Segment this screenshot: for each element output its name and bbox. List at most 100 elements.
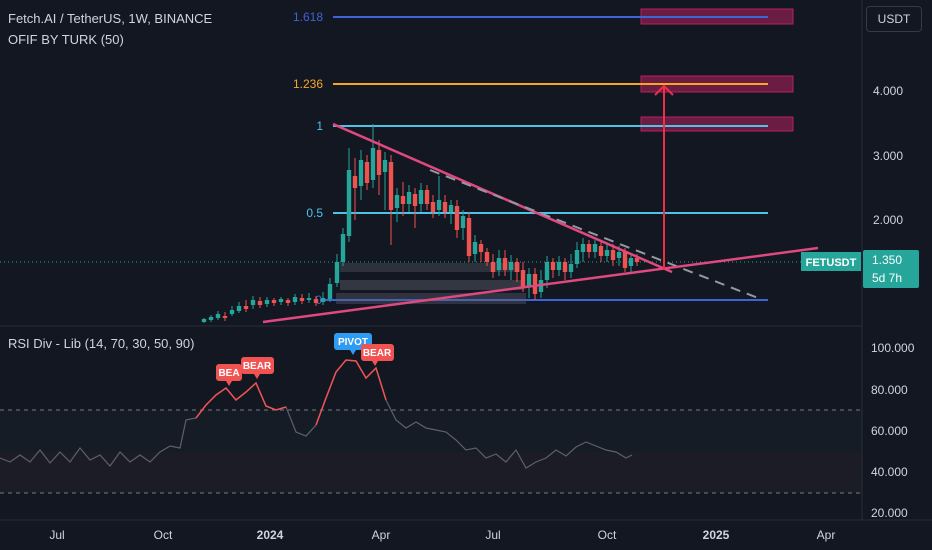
candle-body[interactable] — [222, 316, 228, 318]
target-arrow-head — [654, 84, 674, 96]
candle-body[interactable] — [236, 306, 242, 311]
candle-body[interactable] — [264, 300, 270, 304]
candle-body[interactable] — [466, 218, 472, 256]
candle-body[interactable] — [292, 297, 298, 302]
candle-body[interactable] — [568, 264, 574, 272]
candle-body[interactable] — [364, 162, 370, 183]
rsi-label-text: BEA — [218, 368, 239, 379]
candle-body[interactable] — [394, 195, 400, 208]
candle-body[interactable] — [610, 250, 616, 260]
candle-body[interactable] — [430, 202, 436, 212]
candle-body[interactable] — [520, 270, 526, 288]
price-axis[interactable]: 4.000 3.000 2.000 FETUSDT 1.350 5d 7h — [801, 84, 919, 288]
candle-body[interactable] — [562, 262, 568, 272]
candle-body[interactable] — [580, 244, 586, 252]
candle-body[interactable] — [201, 319, 207, 322]
rsi-pane[interactable]: BEA BEAR PIVOT BEAR — [0, 333, 862, 494]
candle-body[interactable] — [406, 192, 412, 204]
candle-body[interactable] — [490, 262, 496, 272]
candle-body[interactable] — [604, 250, 610, 256]
candle-body[interactable] — [502, 258, 508, 270]
price-tick: 4.000 — [873, 84, 903, 98]
candle-body[interactable] — [412, 194, 418, 206]
candle-body[interactable] — [448, 205, 454, 212]
candle-body[interactable] — [586, 244, 592, 252]
candle-body[interactable] — [346, 170, 352, 236]
rsi-label-text: BEAR — [243, 361, 272, 372]
candle-body[interactable] — [285, 300, 291, 303]
candle-body[interactable] — [278, 299, 284, 302]
candle-body[interactable] — [598, 246, 604, 256]
candle-body[interactable] — [306, 298, 312, 300]
symbol-tag[interactable] — [801, 252, 861, 271]
rsi-axis[interactable]: 100.000 80.000 60.000 40.000 20.000 — [871, 341, 915, 520]
rsi-bear-divergence-1[interactable] — [195, 381, 287, 419]
candle-body[interactable] — [484, 252, 490, 262]
price-pane[interactable]: 1.618 1.236 1 0.5 0 — [0, 8, 862, 324]
candle-body[interactable] — [243, 306, 249, 309]
candle-body[interactable] — [352, 176, 358, 188]
fib-label-1236: 1.236 — [293, 77, 323, 91]
candle-body[interactable] — [514, 262, 520, 272]
trendline-extension-dashed[interactable] — [429, 169, 759, 299]
candle-body[interactable] — [376, 150, 382, 175]
candle-body[interactable] — [340, 234, 346, 262]
rsi-indicator-title[interactable]: RSI Div - Lib (14, 70, 30, 50, 90) — [8, 336, 195, 351]
candle-body[interactable] — [229, 310, 235, 314]
order-block-box — [340, 280, 524, 290]
candle-body[interactable] — [313, 299, 319, 303]
candle-body[interactable] — [526, 274, 532, 286]
candle-body[interactable] — [400, 196, 406, 204]
candle-body[interactable] — [616, 252, 622, 258]
indicator-title[interactable]: OFIF BY TURK (50) — [8, 32, 124, 47]
candle-body[interactable] — [320, 298, 326, 302]
candle-body[interactable] — [472, 242, 478, 254]
candle-body[interactable] — [478, 244, 484, 252]
rsi-bear-divergence-2[interactable] — [315, 359, 387, 426]
candle-body[interactable] — [622, 252, 628, 268]
candle-body[interactable] — [358, 160, 364, 186]
candle-body[interactable] — [556, 262, 562, 270]
candle-body[interactable] — [382, 160, 388, 172]
rsi-label-bear-2[interactable]: BEAR — [361, 344, 394, 366]
candle-body[interactable] — [424, 190, 430, 204]
candle-body[interactable] — [436, 200, 442, 210]
current-price-badge[interactable] — [863, 250, 919, 288]
candle-body[interactable] — [418, 190, 424, 204]
candle-body[interactable] — [574, 250, 580, 264]
currency-button[interactable]: USDT — [866, 6, 922, 32]
time-label: Jul — [485, 528, 500, 542]
target-box-1[interactable] — [640, 116, 794, 132]
rsi-label-bea[interactable]: BEA — [216, 364, 242, 386]
candle-body[interactable] — [544, 262, 550, 280]
candle-body[interactable] — [532, 274, 538, 294]
candle-body[interactable] — [388, 162, 394, 210]
ascending-trendline[interactable] — [262, 246, 819, 324]
rsi-label-bear-1[interactable]: BEAR — [241, 357, 274, 379]
candle-body[interactable] — [271, 300, 277, 303]
candle-body[interactable] — [299, 298, 305, 301]
candle-body[interactable] — [634, 258, 640, 262]
candle-body[interactable] — [370, 148, 376, 180]
rsi-label-text: PIVOT — [338, 337, 368, 348]
candle-body[interactable] — [550, 262, 556, 270]
candle-body[interactable] — [592, 244, 598, 252]
candle-body[interactable] — [454, 206, 460, 230]
candle-body[interactable] — [250, 300, 256, 305]
symbol-title[interactable]: Fetch.AI / TetherUS, 1W, BINANCE — [8, 11, 213, 26]
candle-body[interactable] — [208, 317, 214, 320]
rsi-lower-band — [0, 452, 862, 493]
candle-body[interactable] — [442, 202, 448, 212]
candle-body[interactable] — [327, 284, 333, 299]
candle-body[interactable] — [257, 301, 263, 305]
candles-group[interactable] — [201, 124, 640, 323]
candle-body[interactable] — [508, 262, 514, 270]
candle-body[interactable] — [496, 258, 502, 270]
fib-label-05: 0.5 — [306, 206, 323, 220]
time-axis[interactable]: Jul Oct 2024 Apr Jul Oct 2025 Apr — [49, 528, 835, 542]
candle-body[interactable] — [460, 216, 466, 228]
candle-body[interactable] — [628, 258, 634, 266]
candle-body[interactable] — [215, 314, 221, 318]
candle-body[interactable] — [334, 262, 340, 283]
